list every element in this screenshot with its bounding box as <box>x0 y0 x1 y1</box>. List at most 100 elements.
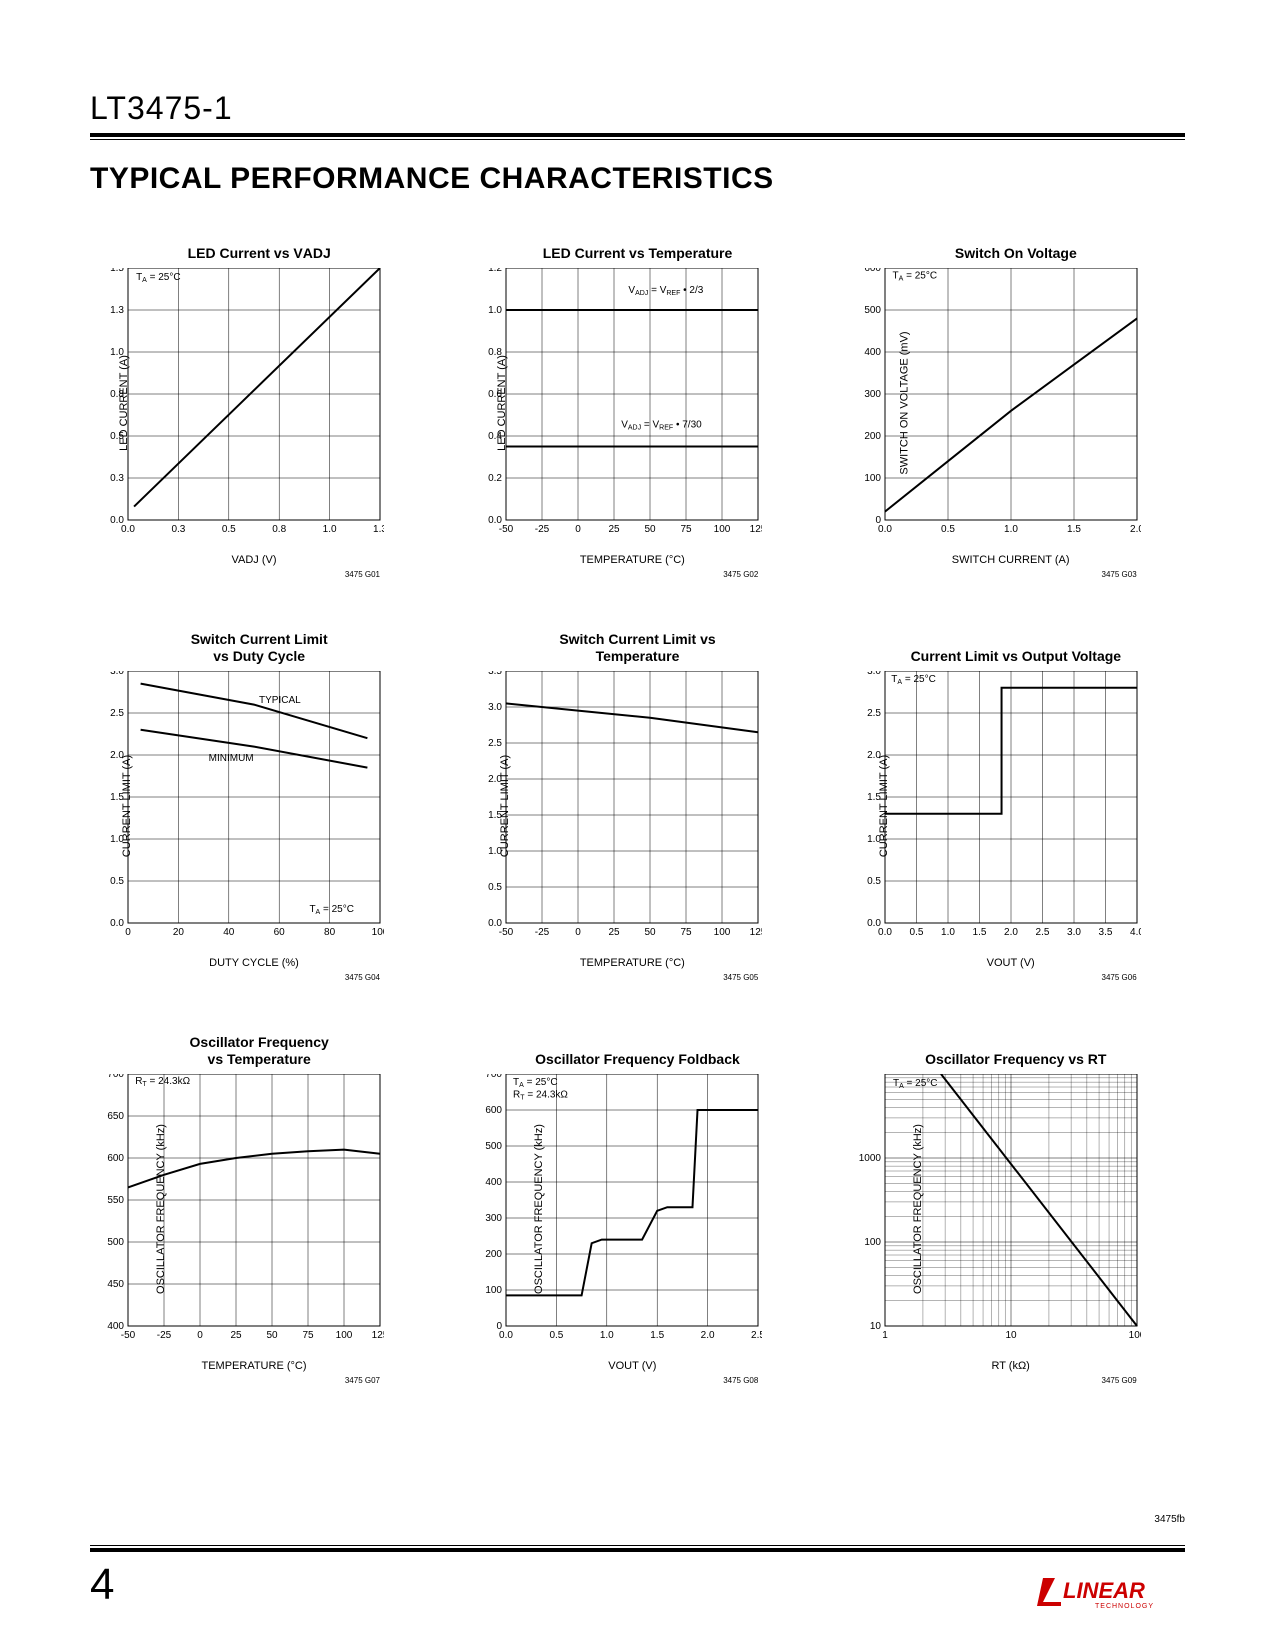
svg-text:0: 0 <box>197 1330 203 1341</box>
svg-text:75: 75 <box>681 927 693 938</box>
figure-id: 3475 G04 <box>128 973 380 982</box>
y-axis-label: OSCILLATOR FREQUENCY (kHz) <box>155 1124 167 1294</box>
svg-text:300: 300 <box>864 389 881 400</box>
svg-text:0.5: 0.5 <box>867 876 881 887</box>
svg-text:10: 10 <box>870 1321 882 1332</box>
svg-text:1.5: 1.5 <box>651 1330 665 1341</box>
svg-text:500: 500 <box>864 305 881 316</box>
svg-text:0.5: 0.5 <box>488 882 502 893</box>
chart-title: LED Current vs Temperature <box>468 226 806 262</box>
svg-text:TA = 25°C: TA = 25°C <box>891 674 936 686</box>
svg-text:1.5: 1.5 <box>972 927 986 938</box>
company-logo: LINEAR TECHNOLOGY <box>1035 1576 1185 1610</box>
chart-title: Oscillator Frequency vs RT <box>847 1032 1185 1068</box>
chart-cell: Switch Current Limit vsTemperatureCURREN… <box>468 629 806 982</box>
svg-text:4.0: 4.0 <box>1130 927 1141 938</box>
svg-text:1: 1 <box>882 1330 888 1341</box>
svg-text:3.5: 3.5 <box>1098 927 1112 938</box>
svg-text:25: 25 <box>609 524 621 535</box>
svg-text:50: 50 <box>266 1330 278 1341</box>
svg-text:0.5: 0.5 <box>941 524 955 535</box>
chart-cell: Oscillator Frequency FoldbackOSCILLATOR … <box>468 1032 806 1385</box>
svg-text:VADJ = VREF • 7/30: VADJ = VREF • 7/30 <box>622 420 703 432</box>
svg-text:200: 200 <box>486 1249 503 1260</box>
chart-cell: Current Limit vs Output VoltageCURRENT L… <box>847 629 1185 982</box>
svg-text:25: 25 <box>230 1330 242 1341</box>
svg-text:2.5: 2.5 <box>751 1330 762 1341</box>
y-axis-label: CURRENT LIMIT (A) <box>499 755 511 857</box>
svg-text:450: 450 <box>107 1279 124 1290</box>
svg-text:1000: 1000 <box>858 1153 881 1164</box>
svg-text:TECHNOLOGY: TECHNOLOGY <box>1095 1603 1154 1610</box>
svg-text:0.3: 0.3 <box>110 473 124 484</box>
part-number: LT3475-1 <box>90 90 1185 127</box>
svg-text:75: 75 <box>681 524 693 535</box>
svg-text:2.0: 2.0 <box>1004 927 1018 938</box>
svg-text:100: 100 <box>372 927 384 938</box>
y-axis-label: OSCILLATOR FREQUENCY (kHz) <box>912 1124 924 1294</box>
footer-rule-thin <box>90 1545 1185 1546</box>
svg-text:-25: -25 <box>157 1330 172 1341</box>
svg-text:-25: -25 <box>535 524 550 535</box>
svg-text:2.0: 2.0 <box>701 1330 715 1341</box>
page-footer: 3475fb 4 LINEAR TECHNOLOGY <box>90 1514 1185 1610</box>
svg-text:RT = 24.3kΩ: RT = 24.3kΩ <box>513 1089 568 1101</box>
svg-text:600: 600 <box>107 1153 124 1164</box>
svg-text:25: 25 <box>609 927 621 938</box>
x-axis-label: TEMPERATURE (°C) <box>506 554 758 566</box>
svg-text:125: 125 <box>750 524 762 535</box>
svg-text:TA = 25°C: TA = 25°C <box>136 272 181 284</box>
svg-text:125: 125 <box>750 927 762 938</box>
x-axis-label: VOUT (V) <box>885 957 1137 969</box>
svg-text:3.0: 3.0 <box>867 671 881 677</box>
svg-text:3.0: 3.0 <box>488 702 502 713</box>
svg-text:1.0: 1.0 <box>1004 524 1018 535</box>
chart-cell: Oscillator Frequency vs RT OSCILLATOR FRE… <box>847 1032 1185 1385</box>
figure-id: 3475 G05 <box>506 973 758 982</box>
y-axis-label: CURRENT LIMIT (A) <box>121 755 133 857</box>
svg-text:0.0: 0.0 <box>110 515 124 526</box>
svg-text:LINEAR: LINEAR <box>1063 1578 1145 1603</box>
svg-text:100: 100 <box>864 1237 881 1248</box>
svg-text:2.5: 2.5 <box>488 738 502 749</box>
svg-text:50: 50 <box>645 927 657 938</box>
svg-text:600: 600 <box>864 268 881 274</box>
footer-rule-thick <box>90 1548 1185 1552</box>
svg-text:40: 40 <box>223 927 235 938</box>
svg-text:1.2: 1.2 <box>488 268 502 274</box>
svg-text:0.0: 0.0 <box>110 918 124 929</box>
chart-cell: Switch On VoltageSWITCH ON VOLTAGE (mV)0… <box>847 226 1185 579</box>
svg-text:400: 400 <box>486 1177 503 1188</box>
svg-text:0.0: 0.0 <box>488 515 502 526</box>
svg-text:0.3: 0.3 <box>171 524 185 535</box>
svg-text:1.0: 1.0 <box>600 1330 614 1341</box>
figure-id: 3475 G09 <box>885 1376 1137 1385</box>
svg-text:75: 75 <box>302 1330 314 1341</box>
svg-text:2.5: 2.5 <box>1035 927 1049 938</box>
figure-id: 3475 G03 <box>885 570 1137 579</box>
x-axis-label: SWITCH CURRENT (A) <box>885 554 1137 566</box>
svg-text:100: 100 <box>486 1285 503 1296</box>
svg-text:1.0: 1.0 <box>488 305 502 316</box>
chart-cell: LED Current vs VADJLED CURRENT (A)0.00.3… <box>90 226 428 579</box>
svg-text:2.0: 2.0 <box>1130 524 1141 535</box>
svg-text:200: 200 <box>864 431 881 442</box>
svg-text:0.5: 0.5 <box>909 927 923 938</box>
svg-text:400: 400 <box>107 1321 124 1332</box>
svg-text:100: 100 <box>336 1330 353 1341</box>
figure-id: 3475 G07 <box>128 1376 380 1385</box>
svg-text:700: 700 <box>486 1074 503 1080</box>
y-axis-label: CURRENT LIMIT (A) <box>878 755 890 857</box>
x-axis-label: RT (kΩ) <box>885 1360 1137 1372</box>
svg-text:600: 600 <box>486 1105 503 1116</box>
page-number: 4 <box>90 1560 114 1610</box>
svg-text:700: 700 <box>107 1074 124 1080</box>
svg-text:100: 100 <box>714 927 731 938</box>
section-title: TYPICAL PERFORMANCE CHARACTERISTICS <box>90 162 1185 196</box>
svg-text:650: 650 <box>107 1111 124 1122</box>
svg-text:1.0: 1.0 <box>323 524 337 535</box>
svg-text:2.5: 2.5 <box>110 708 124 719</box>
figure-id: 3475 G01 <box>128 570 380 579</box>
svg-text:0.0: 0.0 <box>488 918 502 929</box>
svg-text:0.0: 0.0 <box>867 918 881 929</box>
